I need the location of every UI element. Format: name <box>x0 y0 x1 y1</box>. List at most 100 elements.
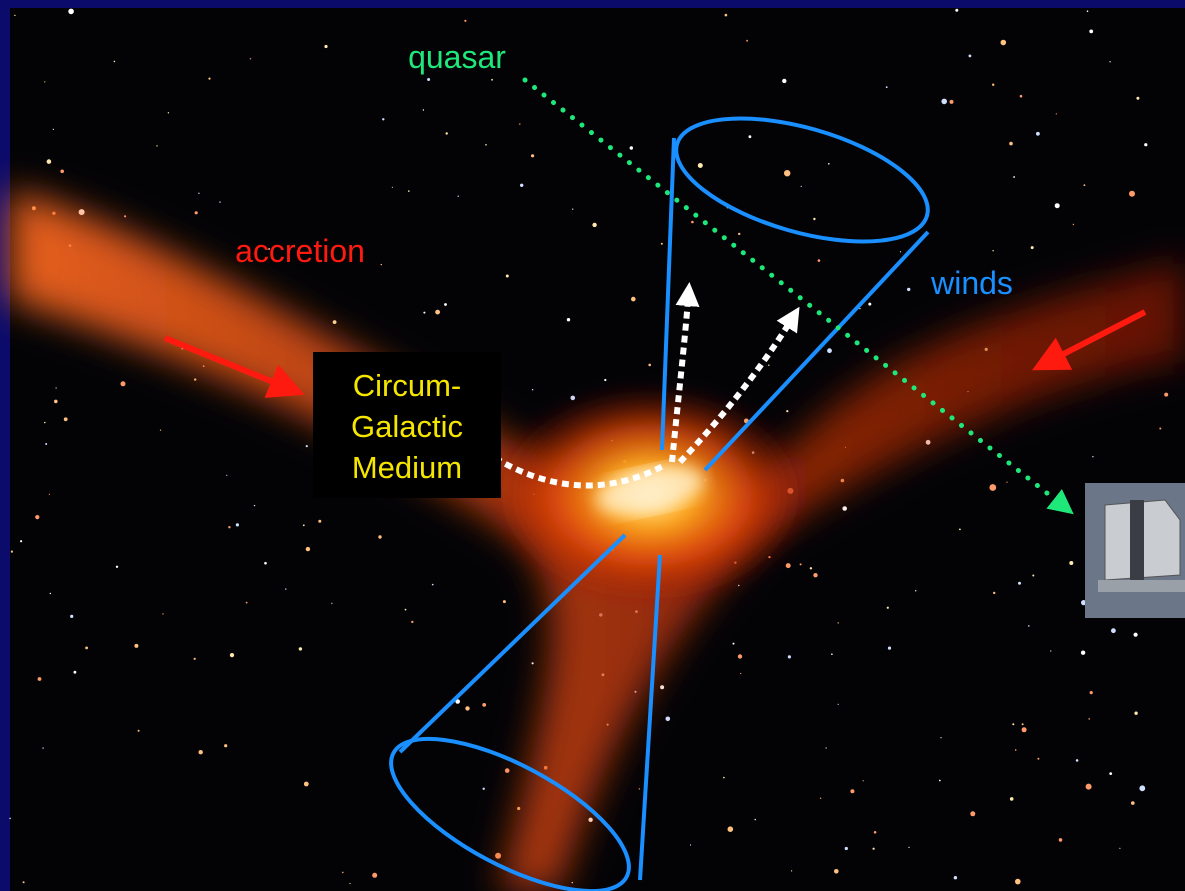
star <box>955 9 958 12</box>
star <box>458 196 459 197</box>
star <box>1032 575 1034 577</box>
star <box>834 869 839 874</box>
star <box>532 389 533 390</box>
star <box>992 84 994 86</box>
star <box>56 387 57 388</box>
star <box>1092 456 1093 457</box>
star <box>592 223 596 227</box>
star <box>226 475 227 476</box>
star <box>318 520 321 523</box>
star <box>423 109 424 110</box>
star <box>1089 30 1093 34</box>
cgm-text: Circum- <box>353 368 462 403</box>
star <box>1059 838 1063 842</box>
star <box>138 730 140 732</box>
star <box>788 655 791 658</box>
star <box>1144 143 1147 146</box>
star <box>1022 723 1024 725</box>
star <box>423 312 425 314</box>
star <box>1131 801 1135 805</box>
star <box>1164 393 1168 397</box>
star <box>23 881 25 883</box>
star <box>20 540 22 542</box>
star <box>331 603 332 604</box>
star <box>1088 718 1090 720</box>
star <box>372 873 377 878</box>
star <box>432 584 434 586</box>
star <box>246 602 248 604</box>
star <box>810 567 812 569</box>
star <box>690 844 691 845</box>
star <box>784 170 790 176</box>
star <box>786 410 788 412</box>
star <box>505 768 510 773</box>
star <box>9 818 11 820</box>
star <box>306 547 310 551</box>
star <box>520 184 523 187</box>
star <box>49 494 50 495</box>
star <box>630 146 633 149</box>
star <box>639 788 640 789</box>
star <box>698 163 703 168</box>
star <box>342 872 344 874</box>
star <box>427 78 430 81</box>
star <box>228 526 230 528</box>
star <box>408 190 410 192</box>
star <box>134 644 138 648</box>
star <box>782 79 786 83</box>
star <box>485 144 487 146</box>
star <box>495 853 501 859</box>
star <box>723 777 725 779</box>
star <box>572 882 573 883</box>
star <box>992 250 993 251</box>
star <box>64 417 68 421</box>
star <box>1109 772 1112 775</box>
star <box>786 563 791 568</box>
star <box>1056 113 1057 114</box>
star <box>1076 759 1079 762</box>
star <box>738 654 742 658</box>
star <box>831 653 833 655</box>
star <box>121 381 126 386</box>
winds-label: winds <box>930 265 1013 301</box>
star <box>446 132 448 134</box>
star <box>666 717 671 722</box>
star <box>1129 191 1135 197</box>
page: quasar accretion winds Circum- Galactic … <box>0 0 1185 891</box>
star <box>230 653 234 657</box>
star <box>35 515 39 519</box>
star <box>444 303 447 306</box>
telescope-base <box>1098 580 1185 592</box>
star <box>250 58 251 59</box>
star <box>939 780 941 782</box>
star <box>828 163 830 165</box>
star <box>506 275 509 278</box>
star <box>304 782 309 787</box>
star <box>1022 727 1027 732</box>
star <box>464 20 466 22</box>
star <box>1031 246 1034 249</box>
star <box>1084 184 1086 186</box>
star <box>1111 628 1116 633</box>
star <box>405 609 407 611</box>
telescope-slit <box>1130 500 1144 580</box>
star <box>959 529 961 531</box>
star <box>50 593 51 594</box>
star <box>1081 651 1085 655</box>
star <box>733 643 735 645</box>
star <box>491 79 493 81</box>
star <box>254 505 255 506</box>
telescope <box>1085 483 1185 618</box>
star <box>660 685 664 689</box>
star <box>1139 785 1145 791</box>
star <box>746 40 748 42</box>
star <box>116 566 118 568</box>
star <box>42 747 43 748</box>
star <box>1090 691 1093 694</box>
star <box>194 378 196 380</box>
star <box>285 588 286 589</box>
star <box>818 259 821 262</box>
star <box>74 671 77 674</box>
cgm-text: Galactic <box>351 409 463 444</box>
star <box>1009 142 1013 146</box>
